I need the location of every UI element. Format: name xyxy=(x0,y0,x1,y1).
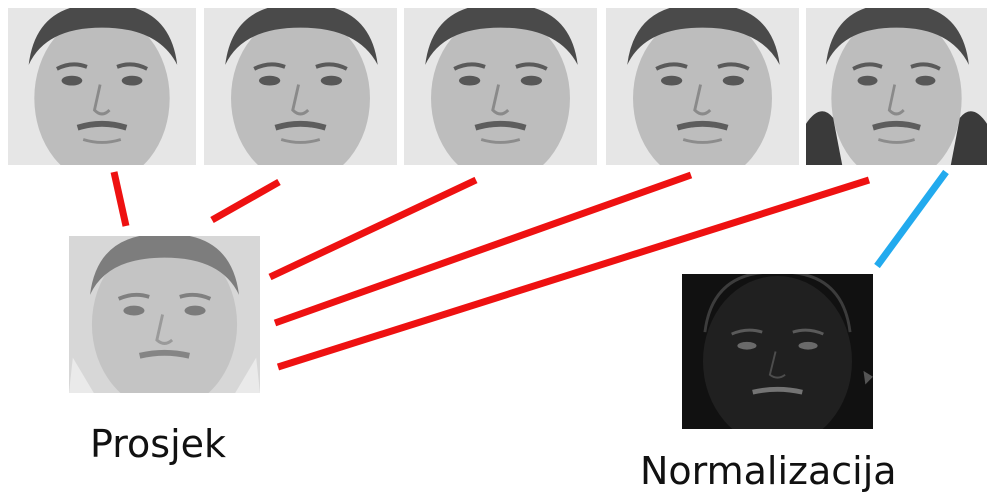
average-link-4 xyxy=(273,171,693,327)
average-face-photo xyxy=(69,236,260,393)
normalization-link xyxy=(874,169,949,269)
average-link-2 xyxy=(210,178,281,224)
face-photo-3 xyxy=(404,8,597,165)
face-photo-2 xyxy=(204,8,397,165)
average-link-3 xyxy=(268,176,478,281)
face-photo-5 xyxy=(806,8,987,165)
average-caption: Prosjek xyxy=(90,422,227,466)
face-photo-4 xyxy=(606,8,799,165)
normalization-caption: Normalizacija xyxy=(640,449,897,493)
normalized-face-photo xyxy=(682,274,873,429)
average-link-1 xyxy=(110,171,130,227)
face-photo-1 xyxy=(8,8,196,165)
